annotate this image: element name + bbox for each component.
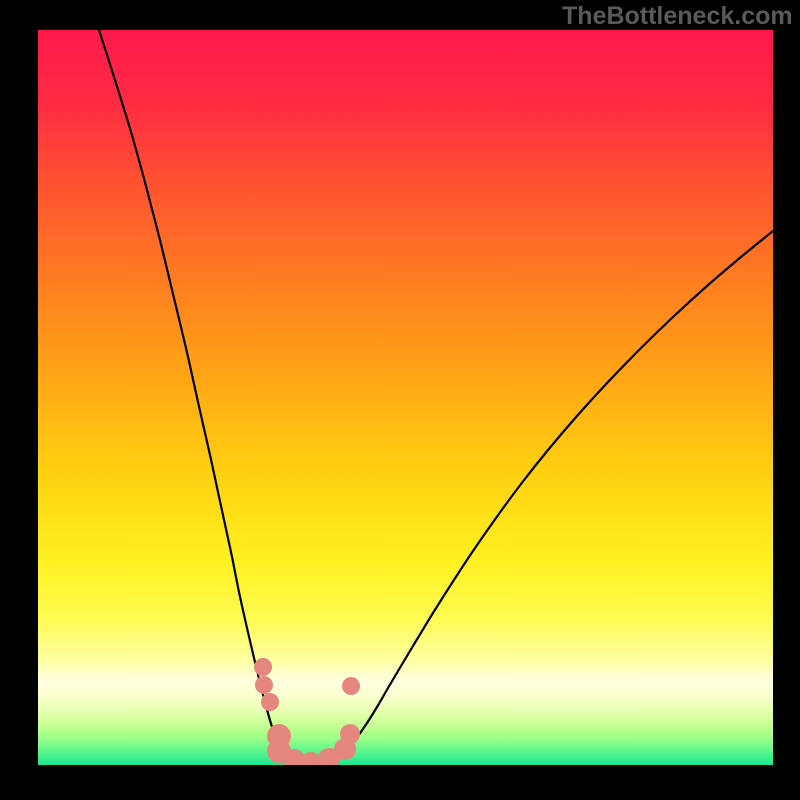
chart-frame (38, 30, 773, 765)
data-marker (261, 693, 279, 711)
data-marker (255, 676, 273, 694)
bottleneck-chart (38, 30, 773, 765)
watermark-text: TheBottleneck.com (562, 2, 793, 31)
data-marker (254, 658, 272, 676)
data-marker (340, 724, 360, 744)
gradient-background (38, 30, 773, 765)
data-marker (342, 677, 360, 695)
